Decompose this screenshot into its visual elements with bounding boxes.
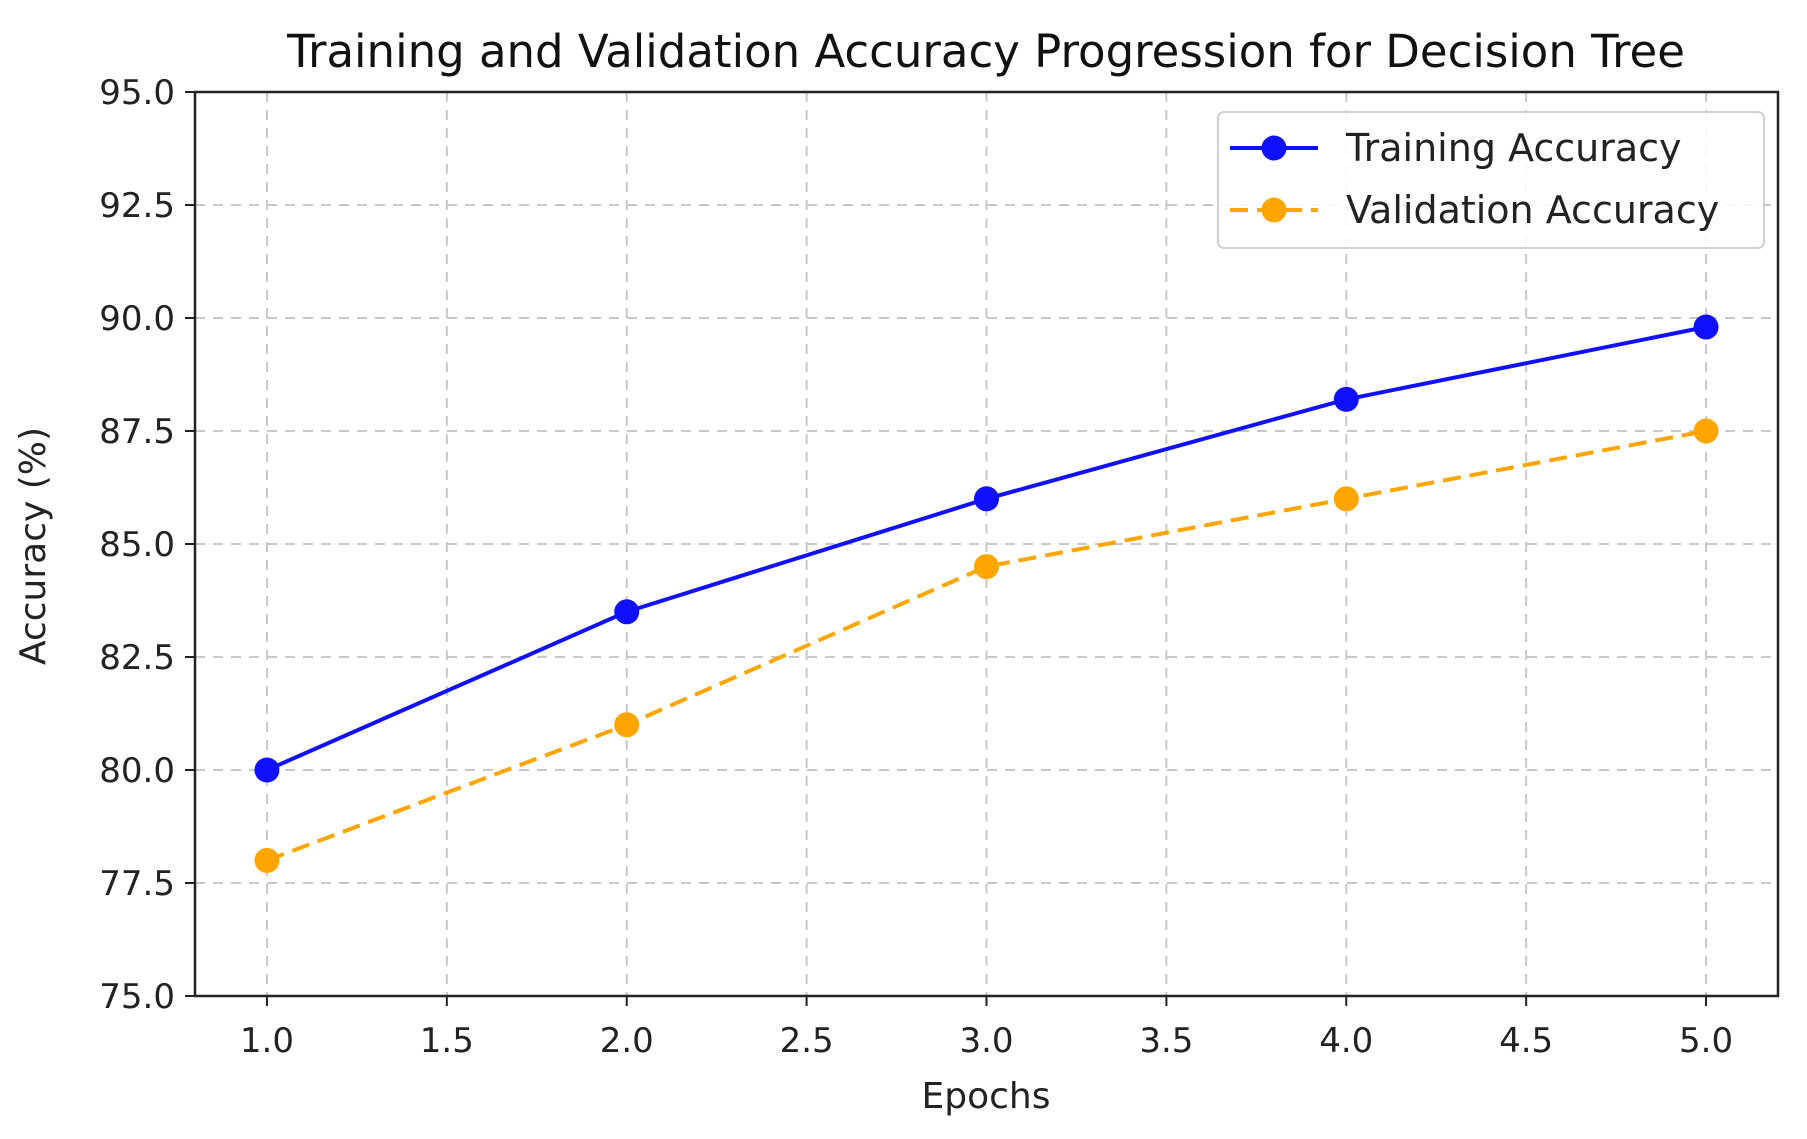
y-axis-label: Accuracy (%) xyxy=(13,427,54,665)
y-tick-label: 95.0 xyxy=(99,73,175,113)
data-point-validation xyxy=(1333,486,1359,512)
data-point-training xyxy=(254,757,280,783)
x-tick-label: 3.0 xyxy=(959,1021,1013,1061)
x-tick-label: 1.0 xyxy=(240,1021,294,1061)
x-tick-label: 4.5 xyxy=(1499,1021,1553,1061)
y-tick-label: 75.0 xyxy=(99,977,175,1017)
data-point-training xyxy=(1333,386,1359,412)
x-tick-label: 2.5 xyxy=(780,1021,834,1061)
data-point-validation xyxy=(1693,418,1719,444)
series-line-validation xyxy=(266,429,1707,863)
y-tick-label: 80.0 xyxy=(99,751,175,791)
y-tick-label: 90.0 xyxy=(99,299,175,339)
y-tick-label: 77.5 xyxy=(99,864,175,904)
x-tick-label: 5.0 xyxy=(1679,1021,1733,1061)
y-tick-label: 87.5 xyxy=(99,412,175,452)
series-layer xyxy=(254,314,1719,873)
y-tick-label: 82.5 xyxy=(99,638,175,678)
legend-marker-training xyxy=(1261,135,1287,161)
data-point-validation xyxy=(974,554,999,580)
legend: Training Accuracy Validation Accuracy xyxy=(1217,111,1765,249)
y-tick-label: 85.0 xyxy=(99,525,175,565)
x-tick-label: 3.5 xyxy=(1139,1021,1193,1061)
legend-marker-validation xyxy=(1261,197,1287,223)
legend-box xyxy=(1217,111,1765,249)
data-point-validation xyxy=(614,712,640,738)
x-tick-label: 2.0 xyxy=(600,1021,654,1061)
legend-label-validation: Validation Accuracy xyxy=(1346,188,1719,232)
x-tick-label: 4.0 xyxy=(1319,1021,1373,1061)
legend-label-training: Training Accuracy xyxy=(1345,126,1682,170)
data-point-validation xyxy=(254,847,280,873)
y-tick-label: 92.5 xyxy=(99,186,175,226)
data-point-training xyxy=(1693,314,1719,340)
data-point-training xyxy=(614,599,640,625)
x-tick-label: 1.5 xyxy=(420,1021,474,1061)
chart-title: Training and Validation Accuracy Progres… xyxy=(286,25,1685,78)
data-point-training xyxy=(974,486,999,512)
x-axis-label: Epochs xyxy=(922,1076,1051,1117)
axes-layer: 1.0 1.5 2.0 2.5 3.0 3.5 4.0 4.5 5.0 75.0 77.5 80.0 8… xyxy=(99,73,1780,1061)
